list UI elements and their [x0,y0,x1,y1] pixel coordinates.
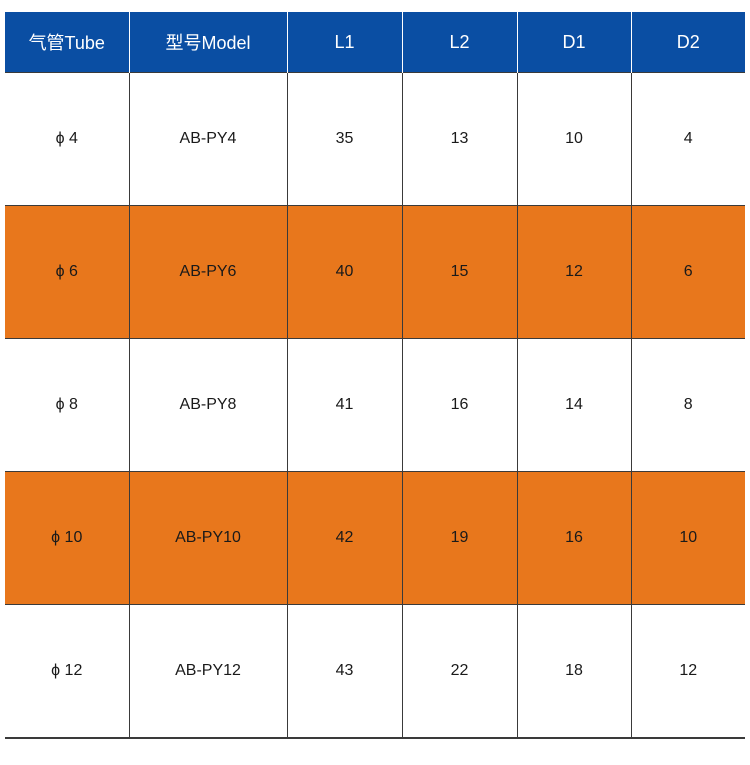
cell-d1: 14 [516,338,632,472]
cell-tube: ϕ 4 [5,72,130,206]
cell-l2: 19 [401,471,518,605]
cell-tube: ϕ 8 [5,338,130,472]
cell-tube: ϕ 10 [5,471,130,605]
cell-tube: ϕ 6 [5,205,130,339]
cell-l2: 13 [401,72,518,206]
table-header: 气管Tube 型号Model L1 L2 D1 D2 [5,12,745,73]
table-row: ϕ 4 AB-PY4 35 13 10 4 [5,72,745,206]
table-body: ϕ 4 AB-PY4 35 13 10 4 ϕ 6 AB-PY6 40 15 1… [5,72,745,739]
table-row: ϕ 8 AB-PY8 41 16 14 8 [5,338,745,472]
cell-d1: 16 [516,471,632,605]
header-model: 型号Model [128,12,288,73]
cell-l1: 41 [286,338,403,472]
header-l1: L1 [286,12,403,73]
cell-l1: 43 [286,604,403,739]
cell-model: AB-PY10 [128,471,288,605]
cell-model: AB-PY8 [128,338,288,472]
header-d2: D2 [630,12,745,73]
table-row: ϕ 6 AB-PY6 40 15 12 6 [5,205,745,339]
cell-d1: 18 [516,604,632,739]
header-d1: D1 [516,12,632,73]
cell-l2: 16 [401,338,518,472]
cell-d1: 10 [516,72,632,206]
cell-model: AB-PY12 [128,604,288,739]
cell-d2: 6 [630,205,745,339]
cell-l2: 22 [401,604,518,739]
header-tube: 气管Tube [5,12,130,73]
cell-d2: 10 [630,471,745,605]
table-row: ϕ 12 AB-PY12 43 22 18 12 [5,604,745,739]
cell-d2: 12 [630,604,745,739]
cell-l2: 15 [401,205,518,339]
cell-d2: 4 [630,72,745,206]
header-l2: L2 [401,12,518,73]
table-row: ϕ 10 AB-PY10 42 19 16 10 [5,471,745,605]
cell-model: AB-PY4 [128,72,288,206]
cell-tube: ϕ 12 [5,604,130,739]
header-row: 气管Tube 型号Model L1 L2 D1 D2 [5,12,745,73]
cell-l1: 42 [286,471,403,605]
spec-table: 气管Tube 型号Model L1 L2 D1 D2 ϕ 4 AB-PY4 35… [5,12,745,739]
cell-d2: 8 [630,338,745,472]
cell-d1: 12 [516,205,632,339]
cell-l1: 35 [286,72,403,206]
cell-l1: 40 [286,205,403,339]
cell-model: AB-PY6 [128,205,288,339]
